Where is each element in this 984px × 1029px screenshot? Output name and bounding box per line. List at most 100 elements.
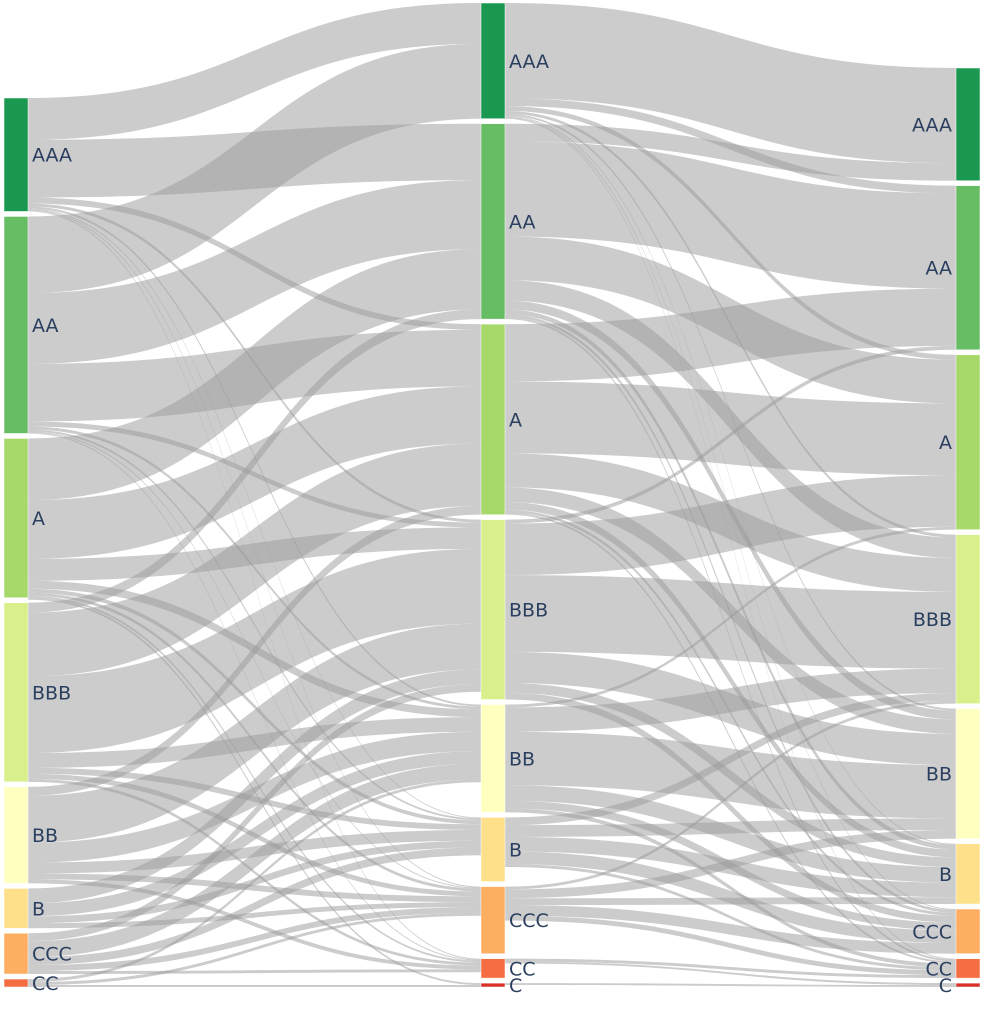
sankey-node <box>3 888 29 929</box>
sankey-link <box>505 905 956 954</box>
sankey-node-label: CCC <box>509 910 549 932</box>
sankey-link <box>28 43 481 294</box>
sankey-link <box>505 808 956 968</box>
sankey-node <box>480 519 506 700</box>
sankey-link <box>28 669 481 904</box>
sankey-link <box>505 700 956 890</box>
sankey-link <box>505 785 956 883</box>
sankey-node <box>955 708 981 840</box>
sankey-link <box>505 958 956 979</box>
sankey-link <box>505 692 956 826</box>
sankey-node-label: CCC <box>32 944 72 966</box>
sankey-link <box>505 309 956 850</box>
sankey-node <box>3 602 29 783</box>
links-layer <box>28 3 956 987</box>
sankey-node-label: A <box>939 432 952 454</box>
sankey-node <box>955 534 981 704</box>
sankey-link <box>28 902 481 929</box>
sankey-node <box>955 982 981 988</box>
sankey-node <box>3 932 29 975</box>
sankey-link <box>505 288 956 382</box>
sankey-node <box>480 123 506 320</box>
sankey-link <box>28 180 481 364</box>
sankey-node <box>480 704 506 813</box>
sankey-link <box>505 692 956 923</box>
sankey-node <box>480 958 506 979</box>
sankey-link <box>505 575 956 669</box>
sankey-node-label: AAA <box>32 145 72 167</box>
sankey-link <box>505 915 956 976</box>
sankey-link <box>28 443 481 677</box>
sankey-node <box>955 843 981 905</box>
labels-layer: AAAAAABBBBBBCCCCCAAAAAABBBBBBCCCCCCAAAAA… <box>32 51 952 997</box>
sankey-node <box>3 216 29 434</box>
sankey-node-label: CC <box>32 973 59 995</box>
sankey-link <box>28 683 481 942</box>
sankey-link <box>28 763 481 958</box>
sankey-link <box>505 512 956 964</box>
sankey-node <box>955 67 981 181</box>
sankey-node-label: BB <box>509 748 535 770</box>
sankey-node <box>480 2 506 119</box>
sankey-link <box>505 381 956 476</box>
sankey-node <box>480 982 506 988</box>
sankey-link <box>505 961 956 986</box>
sankey-node-label: C <box>939 975 952 997</box>
sankey-link <box>505 897 956 906</box>
sankey-link <box>28 879 481 970</box>
sankey-node-label: AA <box>509 211 536 233</box>
sankey-link <box>505 526 956 708</box>
sankey-node-label: B <box>509 840 522 862</box>
sankey-node <box>955 354 981 530</box>
sankey-link <box>28 623 481 843</box>
sankey-link <box>505 830 956 899</box>
sankey-node <box>480 323 506 515</box>
sankey-link <box>28 985 481 987</box>
sankey-node-label: AA <box>32 315 59 337</box>
sankey-node <box>3 978 29 988</box>
sankey-link <box>28 969 481 975</box>
sankey-link <box>28 309 481 613</box>
sankey-node <box>955 185 981 351</box>
sankey-node-label: B <box>939 864 952 886</box>
sankey-node <box>3 97 29 212</box>
sankey-node-label: A <box>509 409 522 431</box>
sankey-link <box>505 668 956 732</box>
sankey-link <box>505 818 956 837</box>
sankey-link <box>505 851 956 944</box>
sankey-link <box>505 864 956 971</box>
sankey-link <box>28 779 481 983</box>
sankey-node-label: BBB <box>509 600 548 622</box>
sankey-node <box>955 908 981 954</box>
sankey-link <box>28 847 481 966</box>
sankey-link <box>28 432 481 961</box>
sankey-node-label: C <box>509 975 522 997</box>
sankey-node-label: AAA <box>912 114 952 136</box>
sankey-node-label: BB <box>926 764 952 786</box>
sankey-node <box>955 958 981 979</box>
sankey-link <box>28 830 481 874</box>
sankey-node-label: B <box>32 898 45 920</box>
nodes-layer <box>3 2 981 988</box>
sankey-link <box>505 983 956 987</box>
sankey-link <box>505 115 956 845</box>
sankey-link <box>28 3 481 140</box>
sankey-link <box>28 907 481 972</box>
sankey-node <box>480 886 506 954</box>
sankey-node-label: CC <box>509 958 536 980</box>
sankey-node-label: BB <box>32 825 58 847</box>
sankey-node-label: CCC <box>912 921 952 943</box>
sankey-link <box>28 505 481 796</box>
sankey-link <box>28 912 481 986</box>
sankey-link <box>505 123 956 181</box>
sankey-node <box>3 438 29 598</box>
sankey-link <box>28 588 481 825</box>
sankey-link <box>28 751 481 917</box>
sankey-link <box>28 386 481 559</box>
sankey-link <box>28 731 481 863</box>
sankey-link <box>505 3 956 164</box>
sankey-link <box>28 208 481 819</box>
sankey-link <box>28 249 481 501</box>
sankey-node <box>3 786 29 884</box>
